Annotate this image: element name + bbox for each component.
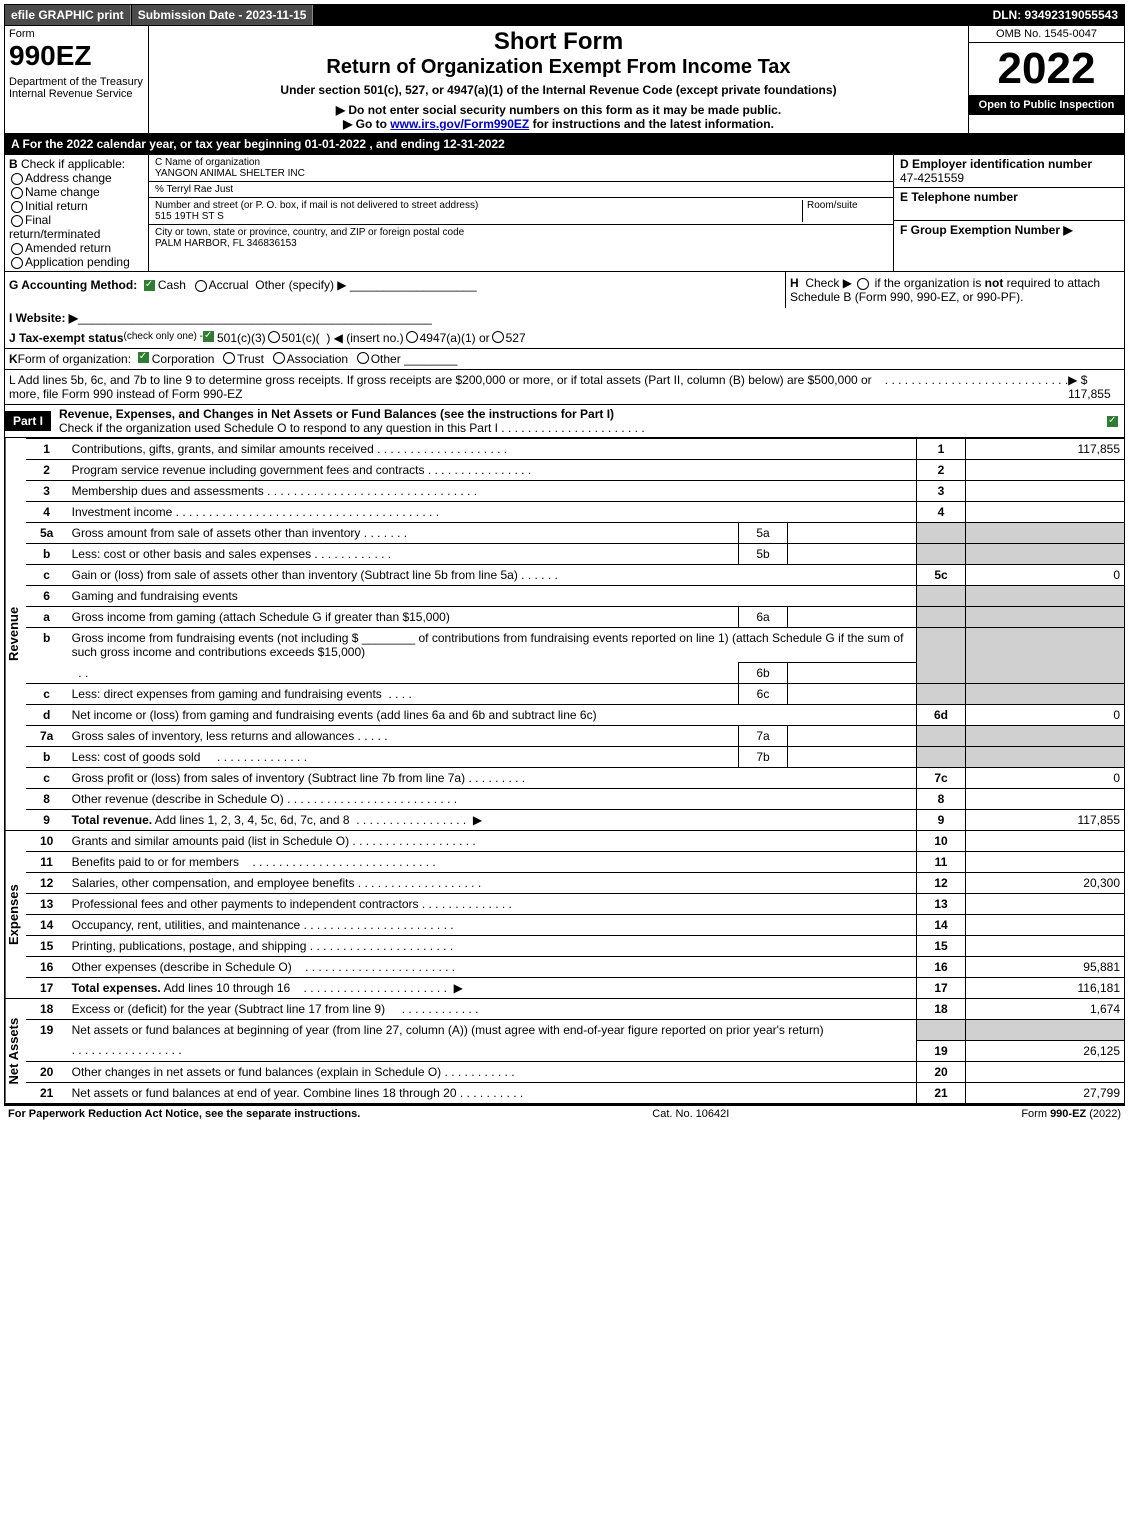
501c3-check[interactable]: [203, 331, 214, 342]
omb: OMB No. 1545-0047: [969, 26, 1124, 43]
section-l: L Add lines 5b, 6c, and 7b to line 9 to …: [4, 370, 1125, 405]
line21-amt: 27,799: [966, 1082, 1125, 1103]
form-header: Form 990EZ Department of the Treasury In…: [4, 26, 1125, 134]
section-k: K Form of organization: Corporation Trus…: [4, 349, 1125, 370]
net-assets-label: Net Assets: [5, 999, 26, 1103]
check-final[interactable]: [11, 215, 23, 227]
form-number: 990EZ: [9, 40, 144, 72]
section-i: I Website: ▶ ___________________________…: [4, 308, 1125, 328]
irs-link[interactable]: www.irs.gov/Form990EZ: [390, 117, 529, 131]
corp-check[interactable]: [138, 352, 149, 363]
part1-schedule-o-check[interactable]: [1107, 416, 1118, 427]
line18-amt: 1,674: [966, 999, 1125, 1020]
gross-receipts: ▶ $ 117,855: [1068, 373, 1120, 401]
paperwork-notice: For Paperwork Reduction Act Notice, see …: [8, 1108, 360, 1120]
trust-check[interactable]: [223, 352, 235, 364]
tax-year: 2022: [969, 43, 1124, 95]
note-goto: ▶ Go to www.irs.gov/Form990EZ for instru…: [155, 117, 962, 131]
line16-amt: 95,881: [966, 957, 1125, 978]
revenue-table: 1Contributions, gifts, grants, and simil…: [26, 438, 1124, 830]
section-h: H Check ▶ if the organization is not req…: [790, 276, 1100, 304]
ein-label: D Employer identification number: [900, 157, 1092, 171]
care-of: % Terryl Rae Just: [155, 184, 233, 195]
c-label: C Name of organization: [155, 157, 260, 168]
section-g: G Accounting Method: Cash Accrual Other …: [4, 272, 1125, 308]
other-check[interactable]: [357, 352, 369, 364]
dept-treasury: Department of the Treasury: [9, 76, 144, 88]
open-public: Open to Public Inspection: [969, 95, 1124, 115]
part1-title: Revenue, Expenses, and Changes in Net As…: [59, 407, 614, 421]
line12-amt: 20,300: [966, 873, 1125, 894]
city: PALM HARBOR, FL 346836153: [155, 238, 297, 249]
section-j: J Tax-exempt status (check only one) - 5…: [4, 328, 1125, 349]
top-bar: efile GRAPHIC print Submission Date - 20…: [4, 4, 1125, 26]
group-exemption: F Group Exemption Number ▶: [900, 223, 1073, 237]
title-short-form: Short Form: [155, 28, 962, 56]
527-check[interactable]: [492, 331, 504, 343]
title-return: Return of Organization Exempt From Incom…: [155, 56, 962, 79]
cash-check[interactable]: [144, 280, 155, 291]
note-ssn: ▶ Do not enter social security numbers o…: [155, 103, 962, 117]
form-label: Form: [9, 28, 144, 40]
ein: 47-4251559: [900, 171, 964, 185]
line1-amt: 117,855: [966, 439, 1125, 460]
assoc-check[interactable]: [273, 352, 285, 364]
check-name[interactable]: [11, 187, 23, 199]
revenue-label: Revenue: [5, 438, 26, 830]
expenses-table: 10Grants and similar amounts paid (list …: [26, 831, 1124, 998]
subtitle: Under section 501(c), 527, or 4947(a)(1)…: [155, 83, 962, 97]
form-ref: Form 990-EZ (2022): [1021, 1108, 1121, 1120]
expenses-label: Expenses: [5, 831, 26, 998]
check-amended[interactable]: [11, 243, 23, 255]
line7c-amt: 0: [966, 768, 1125, 789]
street: 515 19TH ST S: [155, 211, 224, 222]
check-pending[interactable]: [11, 257, 23, 269]
line17-amt: 116,181: [966, 978, 1125, 999]
schedule-b-check[interactable]: [857, 278, 869, 290]
room-suite: Room/suite: [802, 200, 887, 222]
dept-irs: Internal Revenue Service: [9, 88, 144, 100]
phone-label: E Telephone number: [900, 190, 1018, 204]
part1-note: Check if the organization used Schedule …: [59, 421, 498, 435]
line6d-amt: 0: [966, 705, 1125, 726]
check-initial[interactable]: [11, 201, 23, 213]
line5c-amt: 0: [966, 565, 1125, 586]
city-label: City or town, state or province, country…: [155, 227, 464, 238]
net-assets-table: 18Excess or (deficit) for the year (Subt…: [26, 999, 1124, 1103]
line19-amt: 26,125: [966, 1040, 1125, 1061]
org-name: YANGON ANIMAL SHELTER INC: [155, 168, 305, 179]
submission-date: Submission Date - 2023-11-15: [132, 5, 314, 25]
4947-check[interactable]: [406, 331, 418, 343]
entity-block: B Check if applicable: Address change Na…: [4, 155, 1125, 272]
addr-label: Number and street (or P. O. box, if mail…: [155, 200, 478, 211]
cat-no: Cat. No. 10642I: [652, 1108, 729, 1120]
dln: DLN: 93492319055543: [987, 5, 1124, 25]
501c-check[interactable]: [268, 331, 280, 343]
section-a: A For the 2022 calendar year, or tax yea…: [4, 134, 1125, 155]
accrual-check[interactable]: [195, 280, 207, 292]
line9-amt: 117,855: [966, 810, 1125, 831]
part1-label: Part I: [5, 411, 51, 431]
efile-print-button[interactable]: efile GRAPHIC print: [5, 5, 131, 25]
check-address[interactable]: [11, 173, 23, 185]
footer: For Paperwork Reduction Act Notice, see …: [4, 1104, 1125, 1122]
